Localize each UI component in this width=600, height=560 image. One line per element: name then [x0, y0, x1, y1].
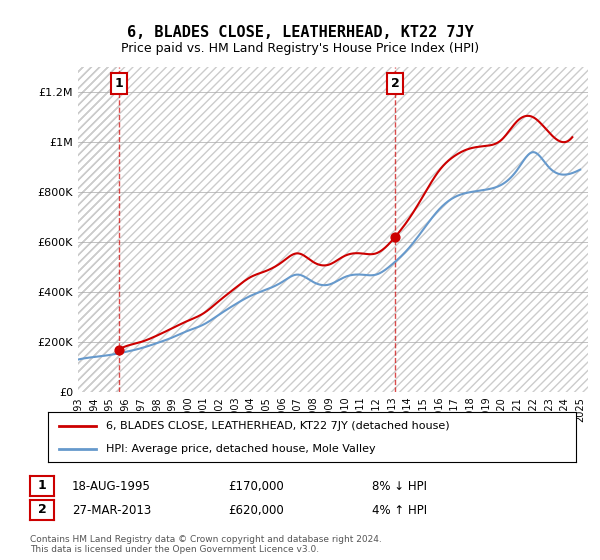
Text: 4% ↑ HPI: 4% ↑ HPI [372, 503, 427, 517]
Text: 1: 1 [115, 77, 123, 90]
Text: Contains HM Land Registry data © Crown copyright and database right 2024.
This d: Contains HM Land Registry data © Crown c… [30, 535, 382, 554]
Text: 8% ↓ HPI: 8% ↓ HPI [372, 479, 427, 493]
Text: 6, BLADES CLOSE, LEATHERHEAD, KT22 7JY: 6, BLADES CLOSE, LEATHERHEAD, KT22 7JY [127, 25, 473, 40]
Text: 2: 2 [38, 503, 46, 516]
Text: HPI: Average price, detached house, Mole Valley: HPI: Average price, detached house, Mole… [106, 445, 376, 454]
Bar [78, 67, 119, 392]
Text: £620,000: £620,000 [228, 503, 284, 517]
Text: 1: 1 [38, 479, 46, 492]
Text: 2: 2 [391, 77, 400, 90]
Point [390, 232, 400, 241]
Text: Price paid vs. HM Land Registry's House Price Index (HPI): Price paid vs. HM Land Registry's House … [121, 42, 479, 55]
Text: 6, BLADES CLOSE, LEATHERHEAD, KT22 7JY (detached house): 6, BLADES CLOSE, LEATHERHEAD, KT22 7JY (… [106, 421, 450, 431]
Point [114, 345, 124, 354]
Text: £170,000: £170,000 [228, 479, 284, 493]
Text: 27-MAR-2013: 27-MAR-2013 [72, 503, 151, 517]
Text: 18-AUG-1995: 18-AUG-1995 [72, 479, 151, 493]
